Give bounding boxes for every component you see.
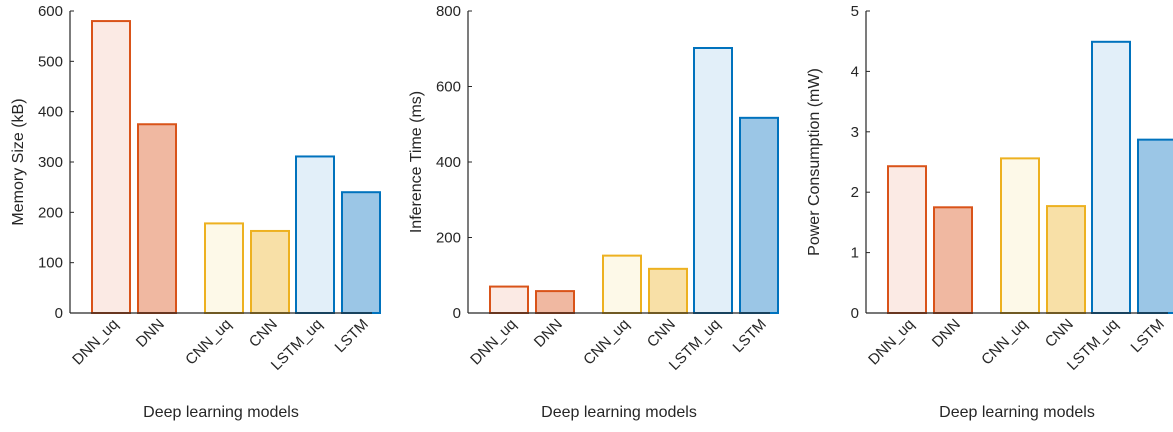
category-label: DNN_uq	[69, 316, 122, 369]
bar-cnn-uq	[204, 222, 244, 314]
y-tick-label: 300	[38, 154, 63, 171]
y-tick-label: 0	[55, 305, 63, 322]
bar-cnn	[250, 229, 290, 314]
category-label: DNN_uq	[467, 316, 520, 369]
category-label: LSTM	[332, 316, 372, 356]
y-tick-label: 500	[38, 53, 63, 70]
category-label: CNN	[246, 316, 281, 351]
y-tick-label: 0	[453, 305, 461, 322]
category-label: CNN_uq	[978, 316, 1031, 369]
y-axis-title: Power Consumption (mW)	[806, 68, 823, 256]
x-axis-title: Deep learning models	[541, 404, 697, 421]
category-label: CNN_uq	[182, 316, 235, 369]
bar-dnn-uq	[887, 165, 927, 314]
y-tick-label: 3	[851, 124, 859, 141]
bar-lstm	[739, 116, 779, 314]
bar-dnn	[137, 123, 177, 314]
category-label: LSTM	[730, 316, 770, 356]
bar-cnn-uq	[1000, 157, 1040, 314]
category-label: DNN	[929, 316, 964, 351]
bar-lstm-uq	[1091, 40, 1131, 315]
y-axis-title: Inference Time (ms)	[408, 91, 425, 233]
category-label: DNN_uq	[865, 316, 918, 369]
category-label: CNN_uq	[580, 316, 633, 369]
y-axis-title: Memory Size (kB)	[10, 98, 27, 225]
category-label: LSTM	[1128, 316, 1168, 356]
bar-lstm-uq	[693, 46, 733, 315]
x-axis-title: Deep learning models	[143, 404, 299, 421]
category-label: CNN	[1042, 316, 1077, 351]
bar-cnn	[648, 267, 688, 314]
y-tick-label: 2	[851, 184, 859, 201]
bar-dnn	[933, 206, 973, 314]
y-tick-label: 1	[851, 245, 859, 262]
y-tick-label: 5	[851, 3, 859, 20]
category-label: DNN	[133, 316, 168, 351]
x-axis-title: Deep learning models	[939, 404, 1095, 421]
y-tick-label: 200	[436, 230, 461, 247]
category-label: CNN	[644, 316, 679, 351]
y-tick-label: 800	[436, 3, 461, 20]
y-tick-label: 4	[851, 63, 859, 80]
bar-lstm-uq	[295, 155, 335, 314]
y-tick-label: 400	[38, 104, 63, 121]
bar-lstm	[341, 191, 381, 314]
bar-cnn-uq	[602, 254, 642, 314]
bar-dnn-uq	[91, 20, 131, 314]
y-tick-label: 600	[436, 79, 461, 96]
y-tick-label: 100	[38, 255, 63, 272]
y-tick-label: 0	[851, 305, 859, 322]
category-label: DNN	[531, 316, 566, 351]
y-tick-label: 200	[38, 204, 63, 221]
bar-lstm	[1137, 138, 1173, 314]
y-tick-label: 600	[38, 3, 63, 20]
bar-cnn	[1046, 205, 1086, 314]
bar-dnn-uq	[489, 285, 529, 315]
y-tick-label: 400	[436, 154, 461, 171]
bar-dnn	[535, 290, 575, 315]
